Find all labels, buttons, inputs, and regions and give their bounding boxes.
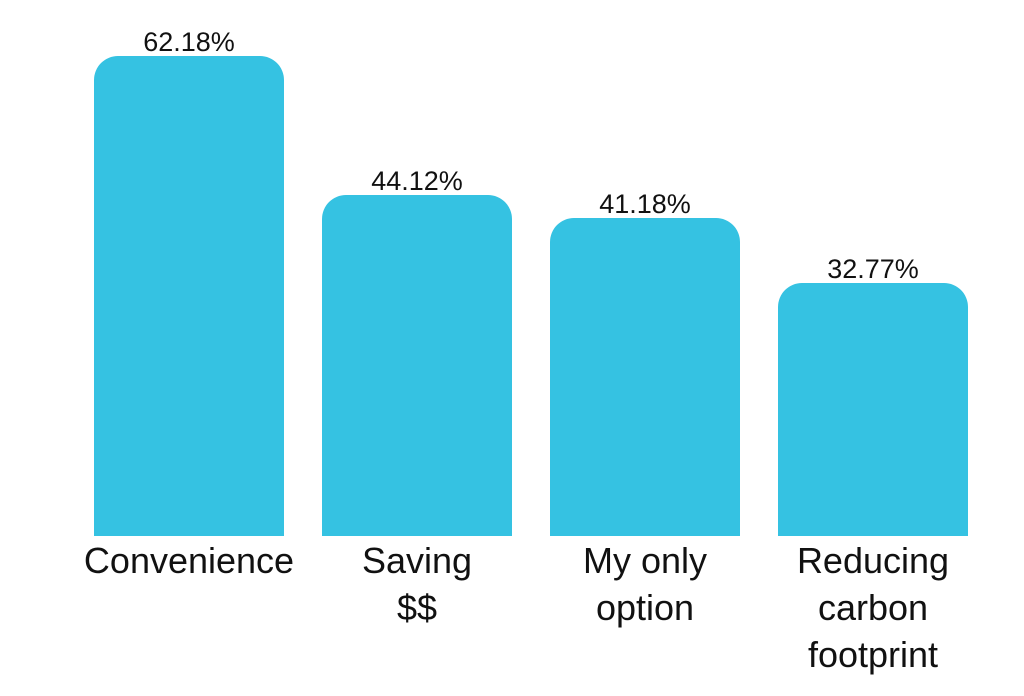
bar-category-label: Saving $$	[361, 540, 473, 628]
bar-value-label: 32.77%	[827, 254, 919, 284]
bar-value-label: 44.12%	[371, 166, 463, 196]
bar-value-label: 62.18%	[143, 27, 235, 57]
bar	[94, 56, 284, 536]
bar-value-label: 41.18%	[599, 189, 691, 219]
bar-category-label: Reducing carbon footprint	[796, 540, 950, 675]
bar-category-label: Convenience	[83, 540, 295, 581]
bar	[322, 195, 512, 536]
bar	[778, 283, 968, 536]
bar-category-label: My only option	[582, 540, 708, 628]
bar	[550, 218, 740, 536]
